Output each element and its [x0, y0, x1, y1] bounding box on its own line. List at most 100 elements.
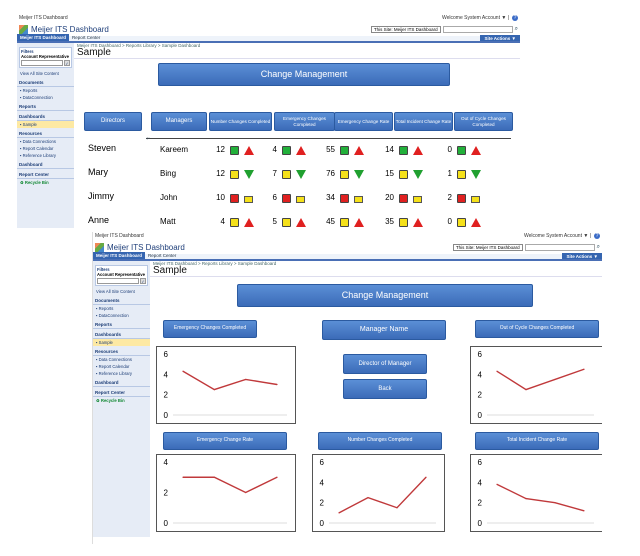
change-management-banner[interactable]: Change Management — [158, 63, 450, 86]
nav-documents[interactable]: Documents — [17, 79, 74, 87]
brand-bar: Meijer ITS Dashboard This Site: Meijer I… — [17, 22, 520, 36]
nav-reports[interactable]: Reports — [17, 103, 74, 111]
manager-name[interactable]: John — [160, 193, 178, 202]
tab-report-center[interactable]: Report Center — [72, 35, 101, 40]
trend-up-icon — [471, 146, 481, 155]
incident-rate-header[interactable]: Total Incident Change Rate — [394, 112, 453, 131]
nav-item-dataconnection[interactable]: ▪ DataConnection — [96, 313, 129, 318]
back-button[interactable]: Back — [343, 379, 427, 399]
breadcrumb[interactable]: Meijer ITS Dashboard > Reports Library >… — [153, 261, 277, 266]
site-top-link[interactable]: Meijer ITS Dashboard — [19, 15, 68, 21]
y-tick-label: 2 — [164, 489, 169, 498]
chart-title-emergency-rate[interactable]: Emergency Change Rate — [163, 432, 287, 450]
nav-item-dataconnection[interactable]: ▪ DataConnection — [20, 95, 53, 100]
emergency-rate-header[interactable]: Emergency Change Rate — [334, 112, 393, 131]
nav-resources[interactable]: Resources — [93, 348, 150, 356]
page-title: Sample — [74, 48, 520, 59]
brand-title[interactable]: Meijer ITS Dashboard — [31, 24, 109, 34]
y-tick-label: 6 — [164, 350, 169, 359]
status-bar-icon — [471, 196, 480, 203]
director-name[interactable]: Jimmy — [88, 191, 114, 201]
directors-header[interactable]: Directors — [84, 112, 142, 131]
breadcrumb[interactable]: Meijer ITS Dashboard > Reports Library >… — [77, 43, 201, 48]
nav-report-center[interactable]: Report Center — [17, 171, 74, 179]
sidebar: Filters Account Representative ✓ View Al… — [17, 43, 74, 228]
nav-item-data-connections[interactable]: ▪ Data Connections — [20, 139, 56, 144]
nav-resources[interactable]: Resources — [17, 130, 74, 138]
manager-name[interactable]: Bing — [160, 169, 177, 178]
site-scope-select[interactable]: This Site: Meijer ITS Dashboard — [452, 243, 523, 251]
data-point — [496, 483, 498, 485]
welcome-menu[interactable]: Welcome System Account ▼ | — [523, 233, 591, 239]
out-of-cycle-header[interactable]: Out of Cycle Changes Completed — [454, 112, 513, 131]
emergency-changes-header[interactable]: Emergency Changes Completed — [274, 112, 335, 131]
y-tick-label: 4 — [320, 478, 325, 487]
y-tick-label: 6 — [320, 458, 325, 467]
nav-item-reference-library[interactable]: ▪ Reference Library — [96, 371, 132, 376]
number-changes-header[interactable]: Number Changes Completed — [209, 112, 272, 131]
nav-documents[interactable]: Documents — [93, 297, 150, 305]
search-input[interactable] — [442, 25, 513, 33]
nav-item-reports[interactable]: ▪ Reports — [20, 88, 38, 93]
nav-item-report-calendar[interactable]: ▪ Report Calendar — [96, 364, 130, 369]
recycle-bin-link[interactable]: ♻ Recycle Bin — [17, 179, 74, 186]
site-scope-select[interactable]: This Site: Meijer ITS Dashboard — [370, 25, 441, 33]
nav-report-center[interactable]: Report Center — [93, 389, 150, 397]
view-all-link[interactable]: View All Site Content — [20, 71, 59, 76]
welcome-menu[interactable]: Welcome System Account ▼ | — [441, 15, 509, 21]
filter-input[interactable] — [97, 278, 139, 284]
y-tick-label: 6 — [478, 458, 483, 467]
director-of-manager-button[interactable]: Director of Manager — [343, 354, 427, 374]
chart-title-incident-rate[interactable]: Total Incident Change Rate — [475, 432, 599, 450]
nav-dashboard[interactable]: Dashboard — [93, 379, 150, 387]
status-square-icon — [230, 194, 239, 203]
tab-report-center[interactable]: Report Center — [148, 253, 177, 258]
table-divider — [146, 138, 511, 139]
filter-picker-icon[interactable]: ✓ — [140, 278, 146, 284]
director-name[interactable]: Mary — [88, 167, 108, 177]
status-square-icon — [340, 194, 349, 203]
nav-item-reports[interactable]: ▪ Reports — [96, 306, 114, 311]
status-square-icon — [457, 218, 466, 227]
search-input[interactable] — [524, 243, 595, 251]
manager-name[interactable]: Kareem — [160, 145, 189, 154]
search-icon[interactable]: ⌕ — [514, 25, 518, 32]
chart-title-number-changes[interactable]: Number Changes Completed — [318, 432, 442, 450]
site-actions-button[interactable]: Site Actions ▼ — [562, 253, 602, 259]
director-name[interactable]: Steven — [88, 143, 117, 153]
site-top-link[interactable]: Meijer ITS Dashboard — [95, 233, 144, 239]
nav-dashboard[interactable]: Dashboard — [17, 161, 74, 169]
filter-input[interactable] — [21, 60, 63, 66]
nav-dashboards[interactable]: Dashboards — [17, 113, 74, 121]
recycle-bin-link[interactable]: ♻ Recycle Bin — [93, 397, 150, 404]
view-all-link[interactable]: View All Site Content — [96, 289, 135, 294]
status-bar-icon — [244, 196, 253, 203]
chart-title-out-of-cycle[interactable]: Out of Cycle Changes Completed — [475, 320, 599, 338]
change-management-banner[interactable]: Change Management — [237, 284, 533, 307]
help-icon[interactable]: ? — [594, 233, 600, 239]
search-icon[interactable]: ⌕ — [596, 243, 600, 250]
status-bar-icon — [296, 196, 305, 203]
nav-item-report-calendar[interactable]: ▪ Report Calendar — [20, 146, 54, 151]
metric-value: 7 — [272, 169, 277, 178]
director-name[interactable]: Anne — [88, 215, 110, 225]
nav-item-reference-library[interactable]: ▪ Reference Library — [20, 153, 56, 158]
help-icon[interactable]: ? — [512, 15, 518, 21]
status-square-icon — [282, 170, 291, 179]
tab-dashboard[interactable]: Meijer ITS Dashboard — [93, 252, 146, 259]
tab-dashboard[interactable]: Meijer ITS Dashboard — [17, 34, 70, 41]
chart-title-emergency-changes[interactable]: Emergency Changes Completed — [163, 320, 257, 338]
managers-header[interactable]: Managers — [151, 112, 207, 131]
status-bar-icon — [354, 196, 363, 203]
nav-dashboards[interactable]: Dashboards — [93, 331, 150, 339]
site-actions-button[interactable]: Site Actions ▼ — [480, 35, 520, 41]
brand-title[interactable]: Meijer ITS Dashboard — [107, 242, 185, 252]
filter-picker-icon[interactable]: ✓ — [64, 60, 70, 66]
nav-item-sample[interactable]: ▪ Sample — [93, 339, 150, 346]
manager-name-button[interactable]: Manager Name — [322, 320, 446, 340]
nav-reports[interactable]: Reports — [93, 321, 150, 329]
nav-item-sample[interactable]: ▪ Sample — [17, 121, 74, 128]
collapse-arrow-icon[interactable]: ⇐ — [146, 136, 151, 142]
manager-name[interactable]: Matt — [160, 217, 176, 226]
nav-item-data-connections[interactable]: ▪ Data Connections — [96, 357, 132, 362]
